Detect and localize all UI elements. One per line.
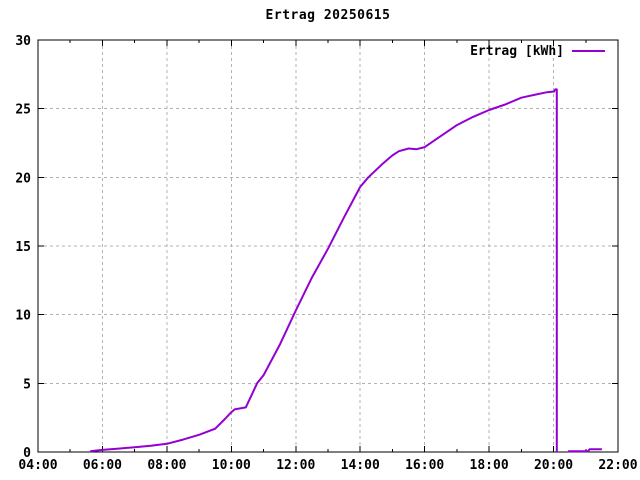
y-tick-label: 25 — [15, 103, 31, 118]
x-tick-label: 10:00 — [212, 458, 251, 473]
x-tick-label: 04:00 — [18, 458, 57, 473]
legend-label: Ertrag [kWh] — [470, 43, 564, 59]
x-tick-label: 08:00 — [147, 458, 186, 473]
y-tick-label: 0 — [23, 446, 31, 461]
series-line — [90, 88, 558, 453]
y-tick-label: 15 — [15, 240, 31, 255]
x-tick-label: 12:00 — [276, 458, 315, 473]
y-tick-label: 10 — [15, 309, 31, 324]
legend: Ertrag [kWh] — [470, 43, 605, 59]
series-line — [568, 448, 602, 453]
x-tick-label: 06:00 — [83, 458, 122, 473]
x-tick-label: 22:00 — [598, 458, 637, 473]
y-tick-label: 30 — [15, 34, 31, 49]
legend-line-sample — [572, 50, 605, 52]
chart-title: Ertrag 20250615 — [265, 8, 391, 23]
x-tick-label: 14:00 — [341, 458, 380, 473]
y-tick-label: 5 — [23, 377, 31, 392]
x-tick-label: 18:00 — [470, 458, 509, 473]
x-tick-label: 20:00 — [534, 458, 573, 473]
y-tick-label: 20 — [15, 171, 31, 186]
x-tick-label: 16:00 — [405, 458, 444, 473]
